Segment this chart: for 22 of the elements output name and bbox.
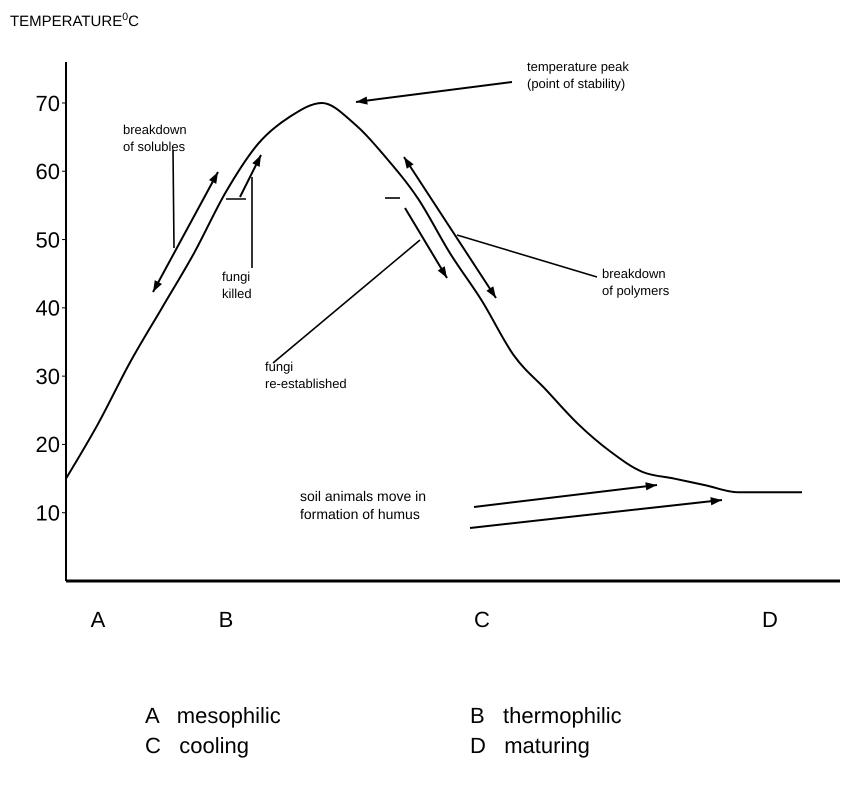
annotation: breakdown of solubles [123, 122, 187, 154]
text: B thermophilic [470, 703, 623, 729]
y-tick-label: 10 [36, 500, 60, 526]
y-tick-label: 20 [36, 432, 60, 458]
text: C cooling [145, 733, 250, 759]
x-tick-label: D [762, 607, 778, 632]
annotation: fungi re-established [265, 359, 347, 391]
annotation: breakdown of polymers [602, 266, 670, 298]
text: D maturing [470, 733, 591, 759]
x-tick-label: C [474, 607, 490, 632]
y-tick-label: 70 [36, 90, 60, 116]
y-tick-label: 30 [36, 364, 60, 389]
x-tick-label: B [218, 607, 234, 632]
y-tick-label: 40 [36, 296, 60, 321]
annotation: fungi killed [222, 269, 252, 301]
y-tick-label: 50 [36, 227, 60, 252]
annotation: temperature peak (point of stability) [527, 59, 630, 91]
text: A mesophilic [145, 703, 282, 729]
y-tick-label: 60 [36, 159, 60, 184]
annotation: soil animals move in formation of humus [300, 488, 426, 522]
y-axis-title: TEMPERATURE$^{0}$C [10, 11, 140, 30]
x-tick-label: A [90, 607, 106, 632]
